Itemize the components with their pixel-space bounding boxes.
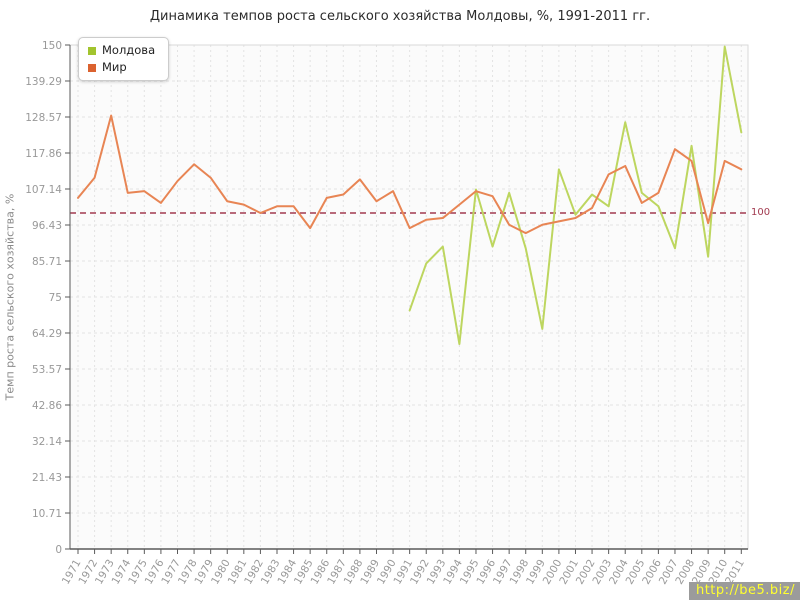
chart-title: Динамика темпов роста сельского хозяйств…: [149, 9, 651, 24]
y-tick-label: 0: [55, 544, 62, 556]
y-tick-label: 75: [49, 292, 62, 304]
y-tick-label: 96.43: [32, 220, 62, 232]
legend-item-moldova[interactable]: Молдова: [88, 42, 155, 59]
y-tick-label: 117.86: [25, 148, 62, 160]
watermark-link[interactable]: http://be5.biz/: [688, 582, 800, 600]
world-series-swatch: [88, 63, 96, 72]
moldova-series-swatch: [88, 46, 96, 55]
y-tick-label: 42.86: [32, 400, 62, 412]
legend: Молдова Мир: [78, 37, 170, 81]
y-tick-label: 53.57: [32, 364, 62, 376]
legend-item-world[interactable]: Мир: [88, 59, 155, 76]
series-line-world: [77, 114, 743, 235]
y-tick-label: 32.14: [32, 436, 62, 448]
legend-label-moldova: Молдова: [102, 43, 156, 57]
y-tick-label: 150: [42, 40, 62, 52]
y-tick-label: 128.57: [25, 112, 62, 124]
series-line-moldova: [408, 45, 743, 346]
reference-line-label: 100: [751, 207, 771, 218]
y-tick-label: 139.29: [25, 76, 62, 88]
y-tick-label: 107.14: [25, 184, 62, 196]
y-tick-label: 64.29: [32, 328, 62, 340]
y-axis-title: Темп роста сельского хозяйства, %: [3, 193, 17, 401]
legend-label-world: Мир: [102, 60, 127, 74]
y-tick-label: 10.71: [32, 508, 62, 520]
y-tick-label: 21.43: [32, 472, 62, 484]
y-tick-label: 85.71: [32, 256, 62, 268]
